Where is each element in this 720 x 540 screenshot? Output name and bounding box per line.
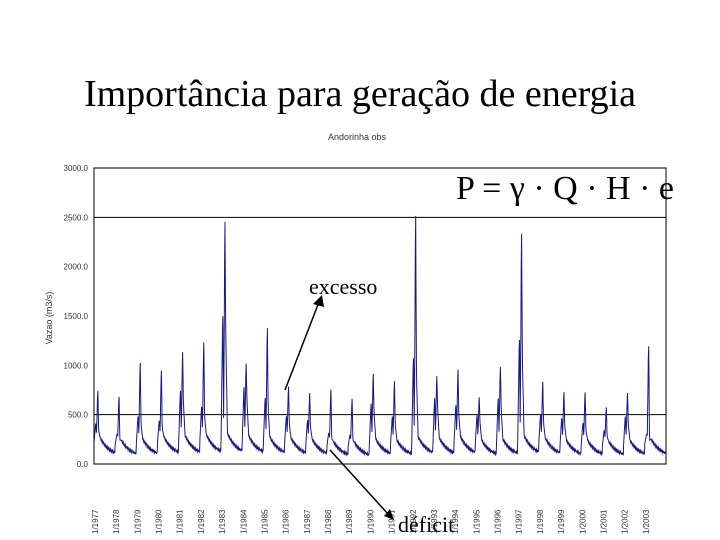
reference-lines	[94, 216, 666, 416]
chart-title: Andorinha obs	[328, 132, 387, 142]
x-tick-label: 1/1989	[345, 509, 354, 534]
x-tick-label: 1/2003	[642, 509, 651, 534]
x-tick-label: 1/1999	[557, 509, 566, 534]
deficit-arrow-line	[329, 449, 389, 515]
x-tick-label: 1/1995	[472, 509, 481, 534]
x-tick-label: 1/1984	[239, 509, 248, 534]
x-tick-label: 1/1983	[218, 509, 227, 534]
excess-arrowhead	[313, 295, 324, 307]
y-tick-label: 500.0	[68, 411, 89, 420]
x-tick-label: 1/1979	[133, 509, 142, 534]
x-tick-label: 1/2002	[621, 509, 630, 534]
y-tick-label: 3000.0	[64, 164, 89, 173]
x-tick-label: 1/1980	[155, 509, 164, 534]
x-tick-label: 1/1997	[515, 509, 524, 534]
y-axis-label: Vazao (m3/s)	[44, 292, 54, 345]
y-tick-label: 1000.0	[64, 361, 89, 370]
x-tick-label: 1/1992	[409, 509, 418, 534]
x-tick-label: 1/2000	[578, 509, 587, 534]
x-tick-label: 1/1993	[430, 509, 439, 534]
plot-frame	[93, 167, 667, 465]
x-axis-ticks: 1/1977 1/1978 1/1979 1/1980 1/1981 1/1982 1/19…	[91, 509, 651, 534]
x-tick-label: 1/1985	[260, 509, 269, 534]
y-axis-ticks: 0.0 500.0 1000.0 1500.0 2000.0 2500.0 3000.0	[64, 164, 89, 469]
x-tick-label: 1/1994	[451, 509, 460, 534]
x-tick-label: 1/1978	[112, 509, 121, 534]
x-tick-label: 1/1982	[197, 509, 206, 534]
x-tick-label: 1/1986	[282, 509, 291, 534]
x-tick-label: 1/2001	[599, 509, 608, 534]
slide-title: Importância para geração de energia	[83, 73, 637, 115]
x-tick-label: 1/1987	[303, 509, 312, 534]
y-tick-label: 1500.0	[64, 312, 89, 321]
deficit-arrowhead	[384, 509, 394, 520]
y-tick-label: 2000.0	[64, 263, 89, 272]
y-tick-label: 0.0	[77, 460, 89, 469]
x-tick-label: 1/1991	[388, 509, 397, 534]
x-tick-label: 1/1977	[91, 509, 100, 534]
power-formula: P = γ · Q · H · e	[456, 170, 675, 207]
excess-arrow-line	[284, 301, 320, 391]
y-tick-label: 2500.0	[64, 213, 89, 222]
x-tick-label: 1/1988	[324, 509, 333, 534]
annotation-deficit: déficit	[398, 512, 455, 537]
x-tick-label: 1/1998	[536, 509, 545, 534]
x-tick-label: 1/1981	[176, 509, 185, 534]
x-tick-label: 1/1990	[366, 509, 375, 534]
annotation-excesso: excesso	[309, 274, 378, 299]
x-tick-label: 1/1996	[494, 509, 503, 534]
flow-series-line	[93, 215, 667, 457]
